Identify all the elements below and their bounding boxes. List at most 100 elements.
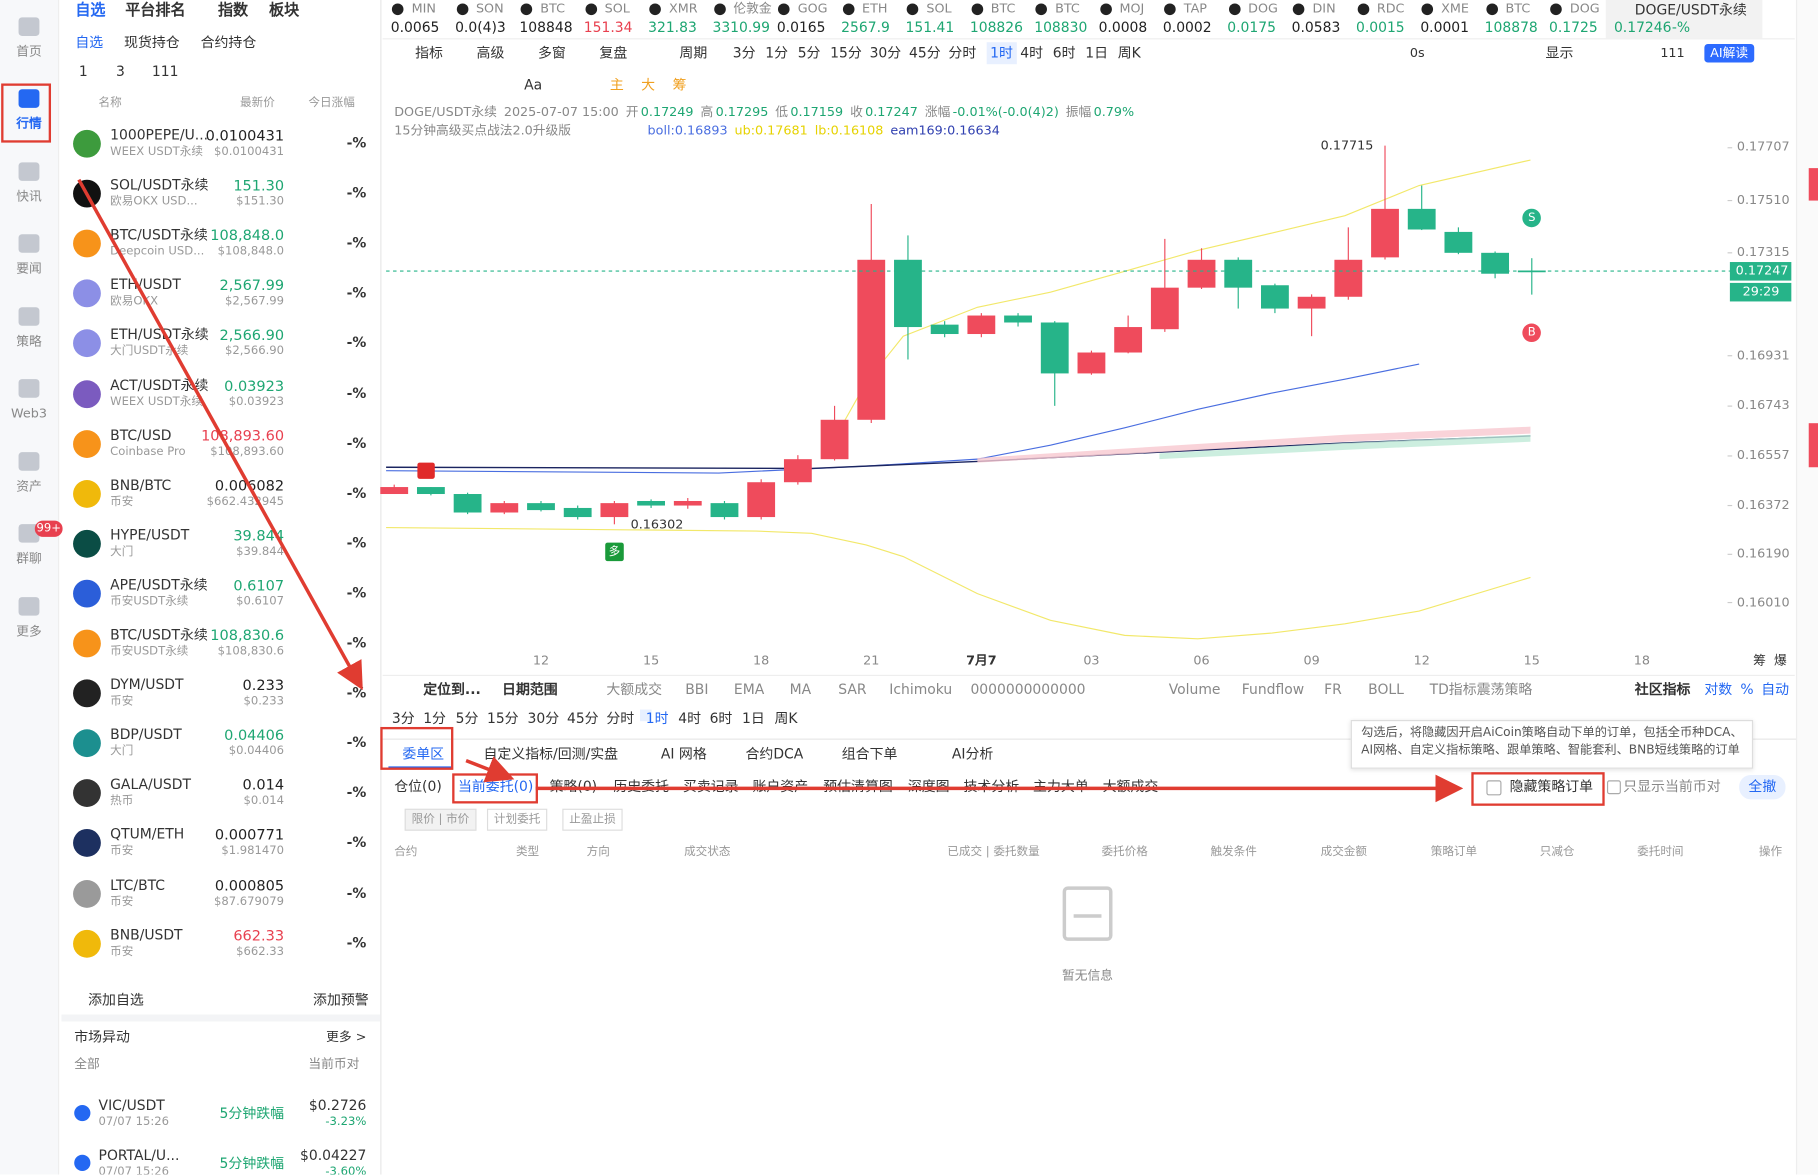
period[interactable]: 1分 <box>765 44 789 61</box>
nav-item[interactable]: 要闻 <box>16 260 42 276</box>
order-subtab[interactable]: 买卖记录 <box>682 778 739 795</box>
filter[interactable]: 全部 <box>74 1056 100 1072</box>
ticker-name[interactable]: BTC <box>540 1 566 17</box>
order-tab[interactable]: AI分析 <box>951 745 994 763</box>
ticker-name[interactable]: GOG <box>797 1 828 17</box>
indicator[interactable]: Ichimoku <box>889 681 953 698</box>
sub-indicator[interactable]: Volume <box>1168 681 1221 698</box>
indicator[interactable]: 大额成交 <box>606 681 663 698</box>
sub-indicator[interactable]: TD指标震荡策略 <box>1429 681 1533 698</box>
period[interactable]: 45分 <box>566 710 599 727</box>
period[interactable]: 3分 <box>391 710 415 727</box>
nav-item[interactable]: 快讯 <box>16 188 42 205</box>
nav-item[interactable]: 群聊 <box>16 550 42 566</box>
scale-option[interactable]: 对数 <box>1704 681 1733 698</box>
order-subtab[interactable]: 策略(0) <box>549 778 598 795</box>
tab[interactable]: 平台排名 <box>125 2 186 20</box>
group[interactable]: 3 <box>115 63 125 80</box>
ticker-name[interactable]: SOL <box>604 1 630 17</box>
order-subtab[interactable]: 账户资产 <box>752 778 809 795</box>
ai-button[interactable]: AI解读 <box>1704 44 1754 63</box>
tool-button[interactable]: 指标 <box>415 44 443 61</box>
period[interactable]: 周K <box>774 710 798 727</box>
add-button[interactable]: 添加自选 <box>88 991 144 1009</box>
period[interactable]: 6时 <box>709 710 733 727</box>
indicator[interactable]: MA <box>789 681 812 698</box>
order-filter[interactable]: 计划委托 <box>486 808 548 831</box>
hide-checkbox-label[interactable]: 隐藏策略订单 <box>1509 778 1594 795</box>
ticker-name[interactable]: SOL <box>926 1 952 17</box>
period[interactable]: 3分 <box>732 44 756 61</box>
period[interactable]: 分时 <box>606 710 635 727</box>
ticker-name[interactable]: BTC <box>1505 1 1531 17</box>
ticker-name[interactable]: 伦敦金 <box>733 1 772 17</box>
order-subtab[interactable]: 历史委托 <box>613 778 670 795</box>
only-current-label[interactable]: 只显示当前币对 <box>1623 778 1721 795</box>
more-link[interactable]: 更多 > <box>326 1029 367 1045</box>
nav-item[interactable]: 策略 <box>16 333 42 349</box>
indicator[interactable]: SAR <box>838 681 867 698</box>
ticker-name[interactable]: XME <box>1441 1 1469 17</box>
draw-tool[interactable]: 大 <box>641 76 656 94</box>
subtab[interactable]: 现货持仓 <box>124 34 180 51</box>
ticker-name[interactable]: DOG <box>1248 1 1278 17</box>
tab[interactable]: 自选 <box>75 2 106 20</box>
nav-item[interactable]: Web3 <box>11 405 47 421</box>
draw-tool[interactable]: Aa <box>524 76 543 94</box>
group[interactable]: 111 <box>151 63 179 80</box>
order-tab[interactable]: AI 网格 <box>660 745 707 763</box>
period-label[interactable]: 周期 <box>679 44 708 61</box>
indicator[interactable]: EMA <box>733 681 765 698</box>
sub-indicator[interactable]: BOLL <box>1368 681 1404 698</box>
cancel-all-button[interactable]: 全撤 <box>1739 774 1786 800</box>
period[interactable]: 45分 <box>909 44 941 61</box>
draw-tool[interactable]: 筹 <box>672 76 687 94</box>
ticker-name[interactable]: BTC <box>990 1 1016 17</box>
ticker-name[interactable]: ETH <box>862 1 888 17</box>
order-subtab[interactable]: 主力大单 <box>1033 778 1089 795</box>
tool-button[interactable]: 复盘 <box>599 44 628 61</box>
scale-option[interactable]: 自动 <box>1761 681 1790 698</box>
sub-indicator[interactable]: FR <box>1324 681 1342 698</box>
tool-button[interactable]: 多窗 <box>537 44 566 61</box>
period[interactable]: 4时 <box>1020 44 1044 61</box>
period[interactable]: 1时 <box>645 710 669 727</box>
period[interactable]: 5分 <box>797 44 821 61</box>
tab[interactable]: 板块 <box>268 2 300 20</box>
order-tab[interactable]: 委单区 <box>402 745 445 763</box>
ticker-name[interactable]: XMR <box>668 1 698 17</box>
alert-button[interactable]: 添加预警 <box>313 991 369 1009</box>
period[interactable]: 1日 <box>742 710 765 727</box>
order-filter[interactable]: 限价 | 市价 <box>404 808 477 831</box>
period[interactable]: 6时 <box>1052 44 1076 61</box>
period[interactable]: 30分 <box>527 710 560 727</box>
nav-item[interactable]: 更多 <box>16 623 42 639</box>
indicator[interactable]: 0000000000000 <box>970 681 1086 698</box>
order-tab[interactable]: 自定义指标/回测/实盘 <box>483 745 619 763</box>
ticker-name[interactable]: BTC <box>1055 1 1080 17</box>
draw-tool[interactable]: 主 <box>609 76 624 94</box>
subtab[interactable]: 合约持仓 <box>200 34 257 51</box>
period[interactable]: 4时 <box>678 710 702 727</box>
tab[interactable]: 指数 <box>217 2 249 20</box>
group[interactable]: 1 <box>78 63 88 80</box>
period[interactable]: 15分 <box>830 44 862 61</box>
filter[interactable]: 当前币对 <box>308 1056 360 1072</box>
period[interactable]: 30分 <box>869 44 902 61</box>
ticker-name[interactable]: DOGE/USDT永续 <box>1634 1 1747 18</box>
ticker-name[interactable]: MOJ <box>1119 1 1145 17</box>
ticker-name[interactable]: SON <box>475 1 504 17</box>
order-subtab[interactable]: 技术分析 <box>963 778 1020 795</box>
order-tab[interactable]: 组合下单 <box>841 745 898 763</box>
order-subtab[interactable]: 深度图 <box>907 778 950 795</box>
order-subtab[interactable]: 预估清算图 <box>823 778 893 795</box>
order-subtab[interactable]: 大额成交 <box>1102 778 1159 795</box>
order-subtab[interactable]: 当前委托(0) <box>457 778 534 795</box>
nav-item[interactable]: 首页 <box>16 44 42 60</box>
ticker-name[interactable]: TAP <box>1183 1 1208 17</box>
order-filter[interactable]: 止盈止损 <box>562 808 623 831</box>
period[interactable]: 15分 <box>486 710 519 727</box>
period[interactable]: 5分 <box>455 710 479 727</box>
ticker-name[interactable]: RDC <box>1376 1 1405 17</box>
range-button[interactable]: 日期范围 <box>502 681 558 698</box>
